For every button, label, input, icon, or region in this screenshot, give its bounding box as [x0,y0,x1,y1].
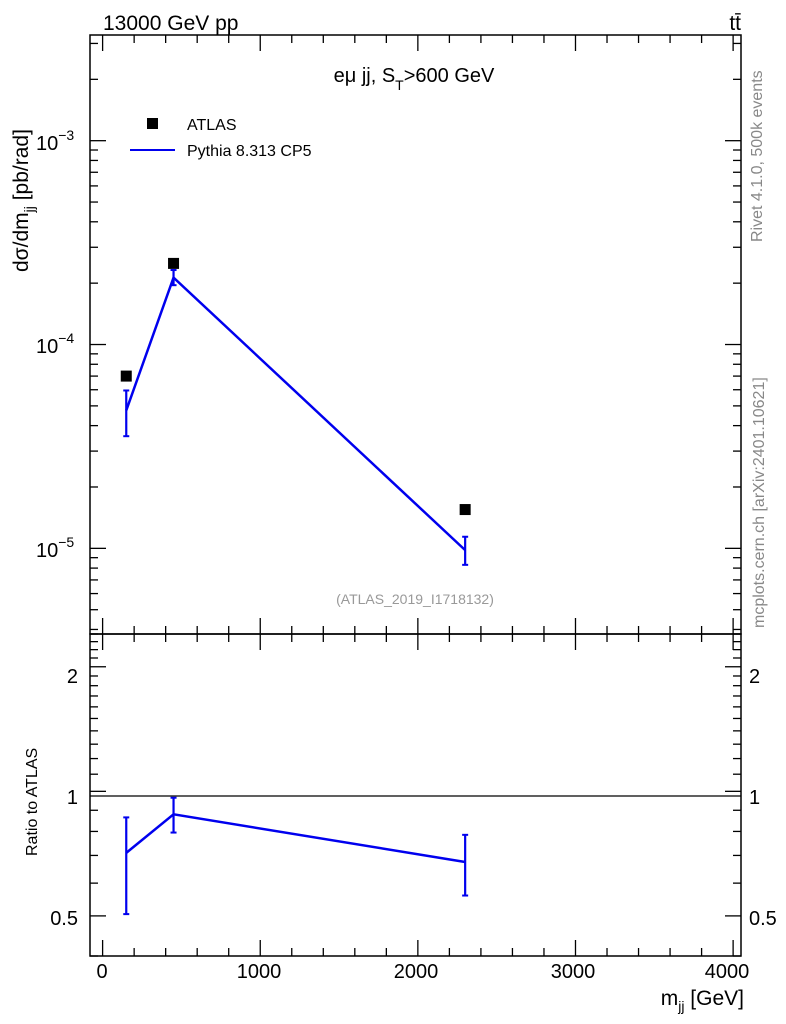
ratio-tick-label-right: 2 [749,666,760,688]
mc-line [125,275,467,552]
x-tick-label: 1000 [237,961,282,983]
analysis-tag: (ATLAS_2019_I1718132) [336,591,494,607]
ratio-mc-series [123,796,469,916]
data-point [120,370,132,382]
main-data-series [120,257,471,516]
x-tick-label: 4000 [705,961,750,983]
mcplots-label: mcplots.cern.ch [arXiv:2401.10621] [751,377,768,628]
ratio-y-axis-label: Ratio to ATLAS [24,748,41,856]
rivet-version-label: Rivet 4.1.0, 500k events [749,70,766,242]
ratio-mc-line [125,812,466,864]
x-tick-labels: 0 1000 2000 3000 4000 [96,961,749,983]
y-tick-label: 10−5 [36,534,74,562]
x-axis-label: mjj [GeV] [661,987,744,1014]
cut-label: eμ jj, ST>600 GeV [334,65,495,93]
ratio-tick-label-left: 2 [67,666,78,688]
main-mc-series [123,269,469,566]
ratio-tick-label-left: 0.5 [50,908,78,930]
legend-data-label: ATLAS [187,117,237,134]
data-point [459,504,471,516]
x-tick-label: 3000 [551,961,596,983]
data-point [168,257,180,269]
y-tick-label: 10−3 [36,127,74,155]
main-y-ticks [90,42,741,631]
ratio-tick-label-right: 1 [749,787,760,809]
main-y-axis-label: dσ/dmjj [pb/rad] [10,129,37,272]
x-ticks [101,35,734,956]
legend-mc-label: Pythia 8.313 CP5 [187,143,312,160]
x-tick-label: 0 [96,961,107,983]
ratio-y-ticks [90,633,741,957]
legend: ATLAS Pythia 8.313 CP5 [130,117,312,160]
main-y-tick-labels: 10−3 10−4 10−5 [36,127,74,562]
y-tick-label: 10−4 [36,330,74,358]
energy-label: 13000 GeV pp [103,12,238,35]
ratio-y-tick-labels: 2 1 0.5 2 1 0.5 [50,666,777,930]
x-tick-label: 2000 [394,961,439,983]
ratio-tick-label-right: 0.5 [749,908,777,930]
ratio-panel-frame [89,633,742,957]
legend-data-marker [147,118,158,129]
ratio-tick-label-left: 1 [67,787,78,809]
process-label: tt̄ [729,12,741,35]
